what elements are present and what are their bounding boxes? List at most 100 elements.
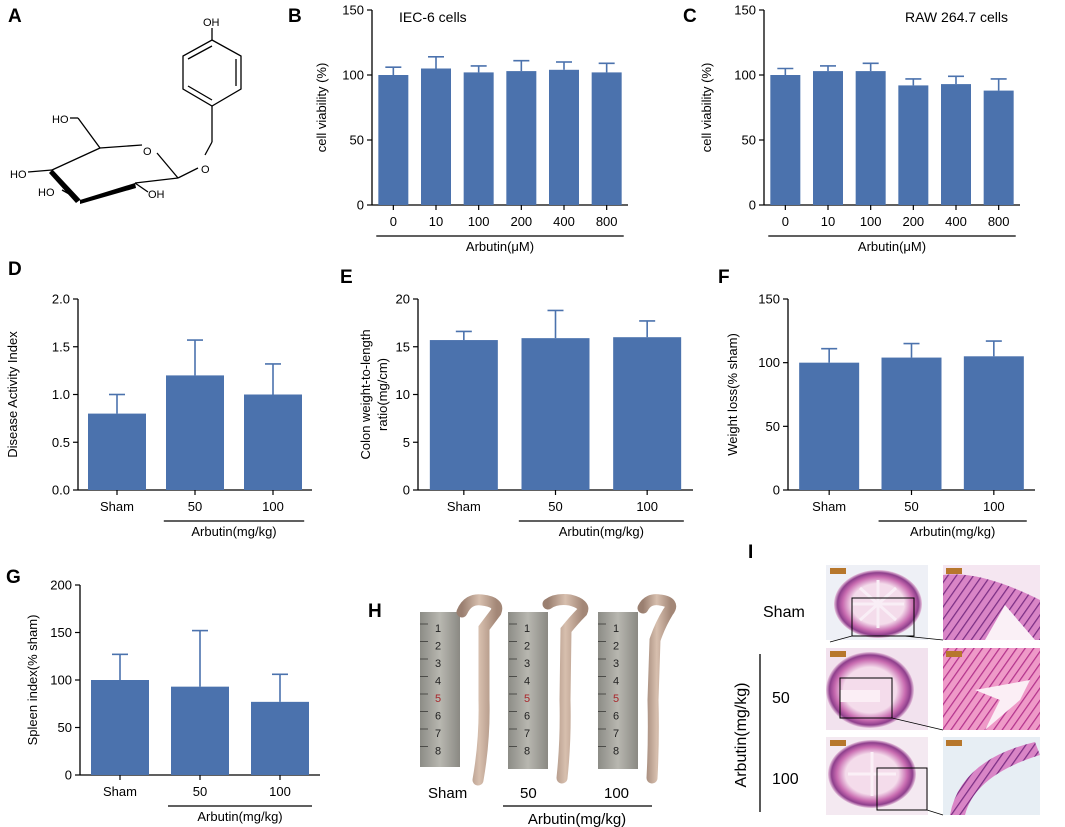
oh-top-label: OH: [203, 17, 220, 29]
ruler-number: 3: [613, 658, 619, 670]
ruler-number: 7: [524, 728, 530, 740]
y-label-G: Spleen index(% sham): [25, 615, 40, 746]
x-tick-label-C: 800: [988, 214, 1010, 229]
colon-100: [637, 594, 677, 784]
y-tick-label-C: 50: [742, 133, 756, 148]
x-label-C: Arbutin(μM): [858, 239, 926, 254]
panel-label-a: A: [8, 6, 22, 27]
x-tick-label-B: 100: [468, 214, 490, 229]
bar-C-200: [898, 85, 929, 205]
y-label-C: cell viability (%): [699, 63, 714, 153]
ruler-number: 1: [613, 623, 619, 635]
x-tick-label-B: 200: [510, 214, 532, 229]
y-tick-label-G: 50: [58, 720, 72, 735]
y-tick-label-D: 1.5: [52, 339, 70, 354]
bar-B-10: [421, 68, 451, 205]
y-tick-label-D: 0.5: [52, 435, 70, 450]
ruler-number: 1: [435, 623, 441, 635]
panel-label-d: D: [8, 259, 22, 280]
i-label-100: 100: [772, 771, 799, 788]
ruler-sham: 1 2 3 4 5 6 7 8: [420, 612, 460, 767]
x-tick-label-E: Sham: [447, 499, 481, 514]
y-label-D: Disease Activity Index: [5, 331, 20, 458]
bar-B-800: [591, 72, 622, 206]
bar-G-50: [171, 686, 229, 775]
ruler-number: 4: [613, 676, 619, 688]
ho-2-label: HO: [10, 169, 27, 181]
x-tick-label-F: 100: [983, 499, 1005, 514]
y-tick-label-G: 200: [50, 578, 72, 593]
ruler-number: 7: [435, 728, 441, 740]
i-vertical-label: Arbutin(mg/kg): [733, 683, 750, 788]
panel-label-b: B: [288, 6, 302, 27]
chart-title-C: RAW 264.7 cells: [905, 9, 1008, 25]
y-tick-label-D: 2.0: [52, 292, 70, 307]
y-tick-label-G: 150: [50, 625, 72, 640]
x-label-B: Arbutin(μM): [466, 239, 534, 254]
bar-E-100: [613, 337, 682, 490]
ruler-number: 2: [613, 641, 619, 653]
panel-label-e: E: [340, 267, 353, 288]
y-tick-label-B: 0: [357, 198, 364, 213]
ruler-number: 3: [435, 658, 441, 670]
arbutin-structure: [27, 28, 242, 201]
ruler-number: 4: [524, 676, 530, 688]
y-label-E-line1: Colon weight-to-length: [358, 329, 373, 459]
chart-raw2647-viability: 0 50 100 150 0 10 100 200 400 800 Arbutin(μM) RAW 2…: [699, 3, 1020, 254]
y-tick-label-E: 5: [403, 435, 410, 450]
x-tick-label-C: 0: [782, 214, 789, 229]
chart-title-B: IEC-6 cells: [399, 9, 467, 25]
y-tick-label-B: 150: [342, 3, 364, 18]
ruler-number: 3: [524, 658, 530, 670]
ruler-number: 1: [524, 623, 530, 635]
bar-G-Sham: [91, 680, 149, 775]
y-tick-label-B: 50: [350, 133, 364, 148]
x-tick-label-D: 50: [188, 499, 202, 514]
panel-label-g: G: [6, 567, 21, 588]
x-tick-label-E: 100: [636, 499, 658, 514]
h-label-100: 100: [604, 785, 629, 802]
ruler-number: 4: [435, 676, 441, 688]
bar-D-Sham: [88, 413, 146, 490]
bar-C-0: [770, 75, 801, 205]
y-tick-label-E: 15: [396, 339, 410, 354]
x-tick-label-G: 50: [193, 784, 207, 799]
y-tick-label-B: 100: [342, 68, 364, 83]
wedge-bond-2: [49, 170, 80, 203]
histology-grid: [826, 565, 1040, 816]
y-tick-label-E: 10: [396, 387, 410, 402]
y-tick-label-E: 20: [396, 292, 410, 307]
y-tick-label-F: 150: [758, 292, 780, 307]
bar-C-100: [855, 71, 886, 205]
ruler-number: 7: [613, 728, 619, 740]
bar-B-400: [549, 69, 579, 205]
chart-spleen-index: 0 50 100 150 200 Sham 50 100 Arbutin(mg/kg) Splee…: [25, 578, 320, 824]
bar-F-50: [881, 357, 942, 490]
ruler-number: 5: [524, 693, 530, 705]
bar-B-200: [506, 71, 537, 205]
i-label-50: 50: [772, 690, 790, 707]
ruler-50: 1 2 3 4 5 6 7 8: [508, 612, 548, 769]
h-label-sham: Sham: [428, 785, 467, 802]
ho-1-label: HO: [52, 114, 69, 126]
h-label-50: 50: [520, 785, 537, 802]
chart-colon-weight-length: 0 5 10 15 20 Sham 50 100 Arbutin(mg/kg) Colon wei…: [358, 292, 693, 539]
y-tick-label-F: 100: [758, 355, 780, 370]
panel-label-c: C: [683, 6, 697, 27]
x-tick-label-C: 400: [945, 214, 967, 229]
chart-disease-activity-index: 0.0 0.5 1.0 1.5 2.0 Sham 50 100 Arbutin(mg/kg) Di…: [5, 292, 312, 539]
y-label-E-line2: ratio(mg/cm): [375, 358, 390, 431]
ruler-number: 2: [524, 641, 530, 653]
bar-C-400: [941, 84, 971, 205]
panel-label-f: F: [718, 267, 730, 288]
x-tick-label-F: Sham: [812, 499, 846, 514]
x-label-F: Arbutin(mg/kg): [910, 524, 995, 539]
ruler-100: 1 2 3 4 5 6 7 8: [598, 612, 638, 769]
h-xlabel: Arbutin(mg/kg): [528, 811, 626, 827]
x-tick-label-C: 200: [902, 214, 924, 229]
y-tick-label-E: 0: [403, 483, 410, 498]
panel-label-h: H: [368, 601, 382, 622]
y-tick-label-C: 100: [734, 68, 756, 83]
i-label-sham: Sham: [763, 604, 805, 621]
x-tick-label-B: 10: [429, 214, 443, 229]
